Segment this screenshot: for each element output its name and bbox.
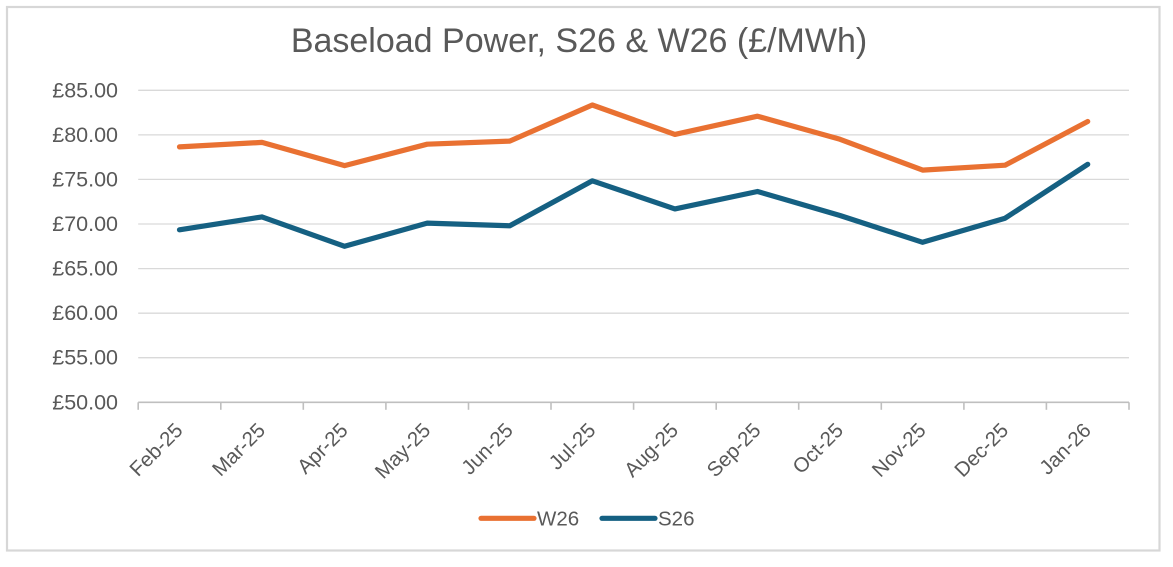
svg-text:£85.00: £85.00: [52, 78, 118, 102]
svg-text:£55.00: £55.00: [52, 346, 118, 370]
svg-text:£75.00: £75.00: [52, 167, 118, 191]
svg-text:W26: W26: [537, 508, 579, 531]
svg-text:£70.00: £70.00: [52, 212, 118, 236]
svg-text:£50.00: £50.00: [52, 390, 118, 414]
svg-text:£80.00: £80.00: [52, 123, 118, 147]
svg-text:£65.00: £65.00: [52, 257, 118, 281]
svg-text:Baseload Power, S26 & W26 (£/M: Baseload Power, S26 & W26 (£/MWh): [291, 22, 867, 60]
svg-text:S26: S26: [658, 508, 694, 531]
svg-text:£60.00: £60.00: [52, 301, 118, 325]
